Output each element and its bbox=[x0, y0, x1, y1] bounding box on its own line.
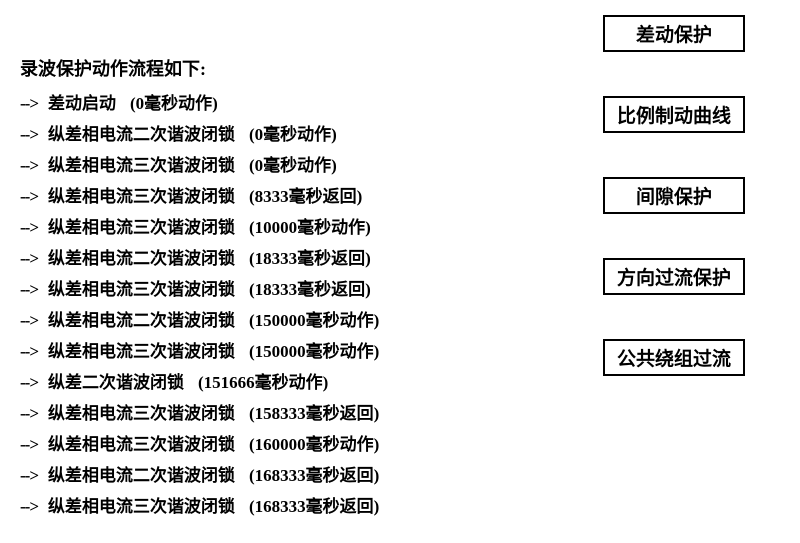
arrow-icon: --> bbox=[20, 404, 38, 424]
event-time: (0毫秒动作) bbox=[130, 89, 218, 114]
event-time: (168333毫秒返回) bbox=[249, 461, 379, 486]
arrow-icon: --> bbox=[20, 187, 38, 207]
arrow-icon: --> bbox=[20, 435, 38, 455]
event-name: 纵差相电流三次谐波闭锁 bbox=[48, 430, 235, 455]
event-name: 纵差相电流三次谐波闭锁 bbox=[48, 337, 235, 362]
nav-button[interactable]: 方向过流保护 bbox=[603, 258, 745, 295]
nav-button[interactable]: 差动保护 bbox=[603, 15, 745, 52]
event-name: 纵差相电流三次谐波闭锁 bbox=[48, 492, 235, 517]
event-time: (0毫秒动作) bbox=[249, 151, 337, 176]
event-time: (18333毫秒返回) bbox=[249, 244, 371, 269]
event-name: 纵差相电流二次谐波闭锁 bbox=[48, 244, 235, 269]
nav-button[interactable]: 比例制动曲线 bbox=[603, 96, 745, 133]
arrow-icon: --> bbox=[20, 94, 38, 114]
event-name: 纵差相电流二次谐波闭锁 bbox=[48, 120, 235, 145]
event-row: --> 纵差相电流三次谐波闭锁 (160000毫秒动作) bbox=[20, 430, 780, 455]
arrow-icon: --> bbox=[20, 125, 38, 145]
arrow-icon: --> bbox=[20, 373, 38, 393]
event-row: --> 纵差相电流二次谐波闭锁 (168333毫秒返回) bbox=[20, 461, 780, 486]
event-time: (151666毫秒动作) bbox=[198, 368, 328, 393]
arrow-icon: --> bbox=[20, 249, 38, 269]
arrow-icon: --> bbox=[20, 311, 38, 331]
arrow-icon: --> bbox=[20, 280, 38, 300]
nav-button[interactable]: 间隙保护 bbox=[603, 177, 745, 214]
event-name: 纵差相电流三次谐波闭锁 bbox=[48, 182, 235, 207]
event-row: --> 纵差相电流三次谐波闭锁 (168333毫秒返回) bbox=[20, 492, 780, 517]
event-time: (10000毫秒动作) bbox=[249, 213, 371, 238]
event-name: 纵差相电流三次谐波闭锁 bbox=[48, 399, 235, 424]
nav-button[interactable]: 公共绕组过流 bbox=[603, 339, 745, 376]
event-name: 纵差相电流三次谐波闭锁 bbox=[48, 213, 235, 238]
event-time: (168333毫秒返回) bbox=[249, 492, 379, 517]
nav-button-column: 差动保护比例制动曲线间隙保护方向过流保护公共绕组过流 bbox=[603, 15, 745, 376]
event-time: (150000毫秒动作) bbox=[249, 306, 379, 331]
event-name: 差动启动 bbox=[48, 89, 116, 114]
arrow-icon: --> bbox=[20, 342, 38, 362]
event-row: --> 纵差相电流三次谐波闭锁 (158333毫秒返回) bbox=[20, 399, 780, 424]
event-name: 纵差相电流二次谐波闭锁 bbox=[48, 306, 235, 331]
arrow-icon: --> bbox=[20, 218, 38, 238]
arrow-icon: --> bbox=[20, 466, 38, 486]
event-time: (158333毫秒返回) bbox=[249, 399, 379, 424]
arrow-icon: --> bbox=[20, 497, 38, 517]
event-time: (8333毫秒返回) bbox=[249, 182, 362, 207]
event-name: 纵差相电流三次谐波闭锁 bbox=[48, 275, 235, 300]
arrow-icon: --> bbox=[20, 156, 38, 176]
event-name: 纵差相电流三次谐波闭锁 bbox=[48, 151, 235, 176]
event-name: 纵差二次谐波闭锁 bbox=[48, 368, 184, 393]
event-time: (0毫秒动作) bbox=[249, 120, 337, 145]
event-name: 纵差相电流二次谐波闭锁 bbox=[48, 461, 235, 486]
event-time: (160000毫秒动作) bbox=[249, 430, 379, 455]
event-time: (150000毫秒动作) bbox=[249, 337, 379, 362]
event-time: (18333毫秒返回) bbox=[249, 275, 371, 300]
